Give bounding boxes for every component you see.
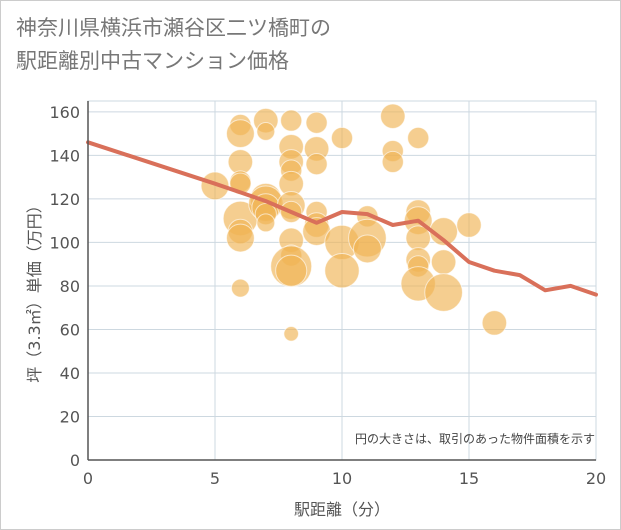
data-bubble — [226, 119, 255, 149]
x-tick-label: 0 — [83, 469, 93, 488]
grid — [87, 100, 597, 461]
y-tick-label: 100 — [49, 233, 80, 252]
data-bubble — [230, 278, 250, 298]
chart-title: 神奈川県横浜市瀬谷区二ツ橋町の 駅距離別中古マンション価格 — [16, 16, 331, 73]
x-tick-label: 15 — [459, 469, 479, 488]
bubbles — [200, 103, 508, 342]
data-bubble — [275, 254, 308, 287]
data-bubble — [353, 234, 382, 264]
y-tick-label: 120 — [49, 190, 80, 209]
y-tick-label: 40 — [60, 364, 80, 383]
x-tick-label: 10 — [332, 469, 352, 488]
x-axis-label: 駅距離（分） — [294, 500, 390, 519]
data-bubble — [305, 152, 328, 176]
data-bubble — [324, 253, 360, 289]
y-tick-label: 80 — [60, 277, 80, 296]
data-bubble — [481, 310, 508, 336]
y-tick-label: 0 — [70, 451, 80, 470]
data-bubble — [200, 171, 230, 201]
data-bubble — [283, 326, 300, 342]
data-bubble — [280, 109, 303, 132]
data-bubble — [256, 213, 276, 233]
trend-line-group — [86, 140, 598, 297]
data-bubble — [380, 103, 406, 129]
data-bubble — [430, 249, 457, 275]
data-bubble — [381, 150, 404, 174]
data-bubble — [330, 126, 354, 150]
y-tick-label: 140 — [49, 146, 80, 165]
y-axis-label: 坪（3.3㎡）単価（万円） — [25, 197, 44, 382]
data-bubble — [305, 111, 328, 134]
data-bubble — [456, 212, 482, 238]
data-bubble — [226, 223, 255, 253]
data-bubble — [407, 126, 430, 150]
trend-line — [86, 140, 598, 297]
axes — [87, 101, 596, 461]
data-bubble — [424, 273, 463, 312]
y-tick-label: 160 — [49, 103, 80, 122]
y-tick-label: 60 — [60, 320, 80, 339]
x-tick-label: 5 — [210, 469, 220, 488]
y-tick-label: 20 — [60, 407, 80, 426]
tick-labels: 0 20 40 60 80 100 120 140 160 0 5 10 15 20 — [49, 103, 606, 488]
chart-annotation: 円の大きさは、取引のあった物件面積を示す — [355, 431, 595, 446]
data-bubble — [256, 122, 276, 141]
x-tick-label: 20 — [586, 469, 606, 488]
